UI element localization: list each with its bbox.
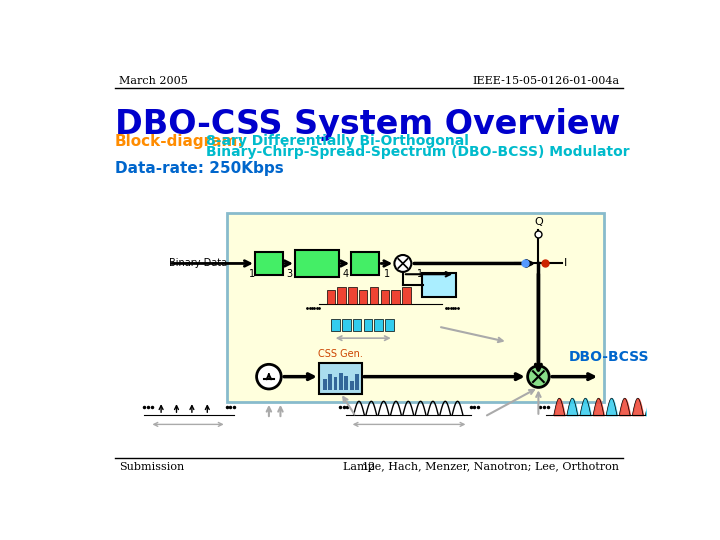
Text: DBO-BCSS: DBO-BCSS bbox=[570, 349, 649, 363]
Bar bbox=[355, 374, 359, 390]
Text: P/S: P/S bbox=[355, 259, 375, 268]
Bar bbox=[374, 319, 383, 331]
Text: Mapper: Mapper bbox=[294, 263, 339, 273]
Text: 8-ary Differentially Bi-Orthogonal: 8-ary Differentially Bi-Orthogonal bbox=[206, 134, 469, 148]
Text: Data-rate: 250Kbps: Data-rate: 250Kbps bbox=[115, 161, 284, 176]
Text: Binary-Chirp-Spread-Spectrum (DBO-BCSS) Modulator: Binary-Chirp-Spread-Spectrum (DBO-BCSS) … bbox=[206, 145, 629, 159]
Bar bbox=[344, 376, 348, 390]
Bar bbox=[353, 319, 361, 331]
Bar bbox=[402, 287, 410, 303]
FancyBboxPatch shape bbox=[351, 252, 379, 275]
Text: 1: 1 bbox=[249, 269, 255, 279]
Text: S/P: S/P bbox=[258, 259, 279, 268]
Bar bbox=[327, 289, 335, 303]
Text: Q: Q bbox=[534, 217, 543, 226]
Text: Block-diagram:: Block-diagram: bbox=[115, 134, 245, 149]
Text: 1: 1 bbox=[417, 269, 423, 279]
Text: March 2005: March 2005 bbox=[119, 76, 188, 85]
Text: 3: 3 bbox=[286, 269, 292, 279]
Bar bbox=[331, 319, 340, 331]
Text: I: I bbox=[564, 259, 567, 268]
Text: Binary Data: Binary Data bbox=[168, 259, 227, 268]
Text: Lampe, Hach, Menzer, Nanotron; Lee, Orthotron: Lampe, Hach, Menzer, Nanotron; Lee, Orth… bbox=[343, 462, 619, 472]
Bar bbox=[370, 287, 378, 303]
Text: Symbol: Symbol bbox=[295, 255, 339, 265]
FancyBboxPatch shape bbox=[295, 251, 339, 276]
Text: CSS Gen.: CSS Gen. bbox=[318, 349, 363, 359]
Bar bbox=[338, 287, 346, 303]
Bar bbox=[359, 289, 367, 303]
Circle shape bbox=[528, 366, 549, 387]
Bar bbox=[328, 374, 332, 390]
Circle shape bbox=[395, 255, 411, 272]
Bar bbox=[381, 289, 389, 303]
Bar bbox=[348, 287, 356, 303]
Bar bbox=[339, 373, 343, 390]
Text: 1: 1 bbox=[384, 269, 390, 279]
Circle shape bbox=[256, 364, 282, 389]
Bar bbox=[350, 381, 354, 390]
Text: IEEE-15-05-0126-01-004a: IEEE-15-05-0126-01-004a bbox=[472, 76, 619, 85]
Text: $Z^{-4}$: $Z^{-4}$ bbox=[428, 276, 450, 293]
Bar bbox=[333, 377, 338, 390]
Text: 12: 12 bbox=[362, 462, 376, 472]
Bar bbox=[342, 319, 351, 331]
FancyBboxPatch shape bbox=[319, 363, 362, 394]
Bar bbox=[323, 379, 327, 390]
FancyBboxPatch shape bbox=[422, 273, 456, 296]
FancyBboxPatch shape bbox=[255, 252, 283, 275]
Text: Submission: Submission bbox=[119, 462, 184, 472]
Bar bbox=[392, 289, 400, 303]
FancyBboxPatch shape bbox=[227, 213, 604, 402]
Bar bbox=[385, 319, 394, 331]
Bar bbox=[364, 319, 372, 331]
Text: 4: 4 bbox=[342, 269, 348, 279]
Text: DBO-CSS System Overview: DBO-CSS System Overview bbox=[115, 108, 620, 141]
